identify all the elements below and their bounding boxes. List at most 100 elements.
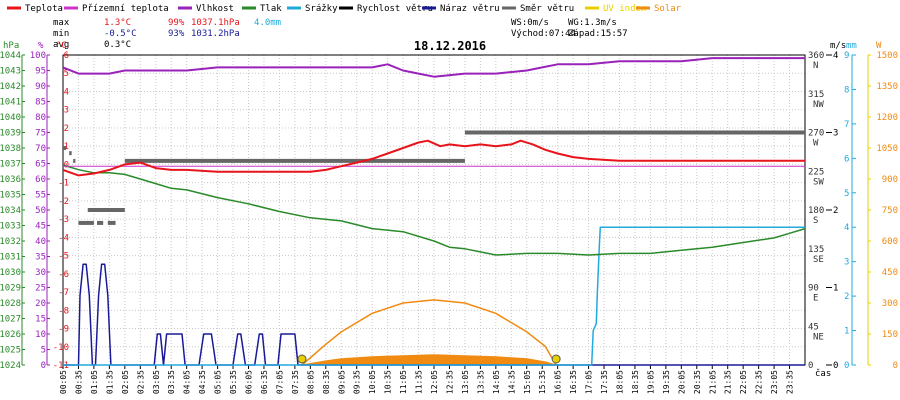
x-tick-label: 06:05	[245, 370, 254, 394]
pressure-tick-label: 1027	[0, 315, 21, 325]
x-tick-label: 11:05	[399, 370, 408, 394]
x-tick-label: 02:35	[136, 370, 145, 394]
rain-tick-label: 4	[844, 223, 849, 233]
stat-max-label: max	[53, 18, 70, 28]
rain-line	[63, 226, 805, 366]
x-tick-label: 15:35	[538, 370, 547, 394]
temperature-tick-label: 1	[64, 142, 69, 152]
x-tick-label: 23:05	[770, 370, 779, 394]
x-tick-label: 19:05	[646, 370, 655, 394]
x-tick-label: 23:35	[786, 370, 795, 394]
pressure-tick-label: 1030	[0, 268, 21, 278]
x-tick-label: 20:05	[677, 370, 686, 394]
humidity-tick-label: 60	[35, 175, 46, 185]
direction-compass-label: NW	[813, 100, 824, 110]
wind-unit: m/s	[830, 41, 846, 51]
stat-avg-label: avg	[53, 40, 69, 50]
pressure-tick-label: 1043	[0, 67, 21, 77]
stat-max-rain: 4.0mm	[254, 18, 281, 28]
legend-label: Přízemní teplota	[82, 4, 169, 14]
stats-block: max 1.3°C 99% 1037.1hPa 4.0mm min -0.5°C…	[53, 18, 628, 50]
rain-tick-label: 8	[844, 85, 849, 95]
humidity-line	[62, 57, 805, 78]
chart-date: 18.12.2016	[414, 39, 486, 53]
pressure-unit: hPa	[3, 41, 19, 51]
x-tick-label: 19:35	[662, 370, 671, 394]
temperature-tick-label: -1	[58, 179, 69, 189]
wind-tick-label: 2	[833, 206, 838, 216]
x-tick-label: 06:35	[260, 370, 269, 394]
x-tick-label: 13:05	[461, 370, 470, 394]
x-tick-label: 14:05	[492, 370, 501, 394]
temperature-tick-label: 2	[64, 124, 69, 134]
x-tick-label: 09:05	[337, 370, 346, 394]
pressure-tick-label: 1029	[0, 284, 21, 294]
wind-tick-label: 3	[833, 129, 838, 139]
direction-tick-label: 90	[808, 284, 819, 294]
temperature-tick-label: -3	[58, 215, 69, 225]
x-tick-label: 00:35	[74, 370, 83, 394]
x-tick-label: 10:35	[384, 370, 393, 394]
legend-label: Solar	[654, 4, 682, 14]
direction-compass-label: NE	[813, 332, 824, 342]
direction-tick-label: 0	[808, 361, 813, 371]
solar-tick-label: 450	[882, 268, 898, 278]
humidity-tick-label: 65	[35, 160, 46, 170]
x-tick-label: 13:35	[476, 370, 485, 394]
pressure-tick-label: 1040	[0, 113, 21, 123]
x-tick-label: 02:05	[121, 370, 130, 394]
pressure-tick-label: 1025	[0, 346, 21, 356]
humidity-tick-label: 70	[35, 144, 46, 154]
wind-speed-text: WS:0m/s	[511, 18, 549, 28]
sun-marker	[551, 354, 561, 364]
temperature-tick-label: -4	[58, 233, 69, 243]
sun-marker	[297, 354, 307, 364]
temperature-tick-label: -10	[53, 343, 69, 353]
direction-tick-label: 360	[808, 51, 824, 61]
stat-max-hum: 99%	[168, 18, 185, 28]
stat-max-press: 1037.1hPa	[191, 18, 240, 28]
rain-tick-label: 3	[844, 258, 849, 268]
humidity-unit: %	[38, 41, 44, 51]
direction-compass-label: N	[813, 61, 818, 71]
direction-tick-label: 315	[808, 90, 824, 100]
legend-label: Rychlost větru	[357, 4, 433, 14]
x-tick-label: 20:35	[693, 370, 702, 394]
solar-tick-label: 150	[882, 330, 898, 340]
humidity-tick-label: 50	[35, 206, 46, 216]
stat-avg-temp: 0.3°C	[104, 40, 131, 50]
axes: hPa% °C1024102510261027102810291030103110…	[0, 41, 898, 394]
wind-tick-label: 1	[833, 284, 838, 294]
x-tick-label: 21:35	[724, 370, 733, 394]
pressure-tick-label: 1044	[0, 51, 21, 61]
pressure-tick-label: 1033	[0, 222, 21, 232]
temperature-tick-label: -5	[58, 252, 69, 262]
pressure-tick-label: 1042	[0, 82, 21, 92]
legend-label: Tlak	[260, 4, 282, 14]
humidity-tick-label: 20	[35, 299, 46, 309]
solar-tick-label: 1200	[876, 113, 898, 123]
x-tick-label: 14:35	[507, 370, 516, 394]
stat-max-temp: 1.3°C	[104, 18, 131, 28]
wind-gust-text: WG:1.3m/s	[568, 18, 617, 28]
x-tick-label: 11:35	[415, 370, 424, 394]
x-tick-label: 16:35	[569, 370, 578, 394]
direction-compass-label: E	[813, 294, 818, 304]
pressure-tick-label: 1026	[0, 330, 21, 340]
temperature-tick-label: -9	[58, 325, 69, 335]
direction-tick-label: 45	[808, 322, 819, 332]
legend-label: Náraz větru	[440, 4, 500, 14]
x-tick-label: 12:05	[430, 370, 439, 394]
solar-tick-label: 1500	[876, 51, 898, 61]
temperature-unit: °C	[56, 41, 67, 51]
humidity-tick-label: 35	[35, 253, 46, 263]
stat-min-hum: 93%	[168, 29, 185, 39]
x-tick-label: 12:35	[445, 370, 454, 394]
solar-line	[301, 299, 557, 366]
pressure-tick-label: 1039	[0, 129, 21, 139]
legend-label: Směr větru	[520, 4, 574, 14]
direction-compass-label: SE	[813, 255, 824, 265]
temperature-tick-label: 5	[64, 69, 69, 79]
solar-tick-label: 1350	[876, 82, 898, 92]
direction-tick-label: 270	[808, 129, 824, 139]
